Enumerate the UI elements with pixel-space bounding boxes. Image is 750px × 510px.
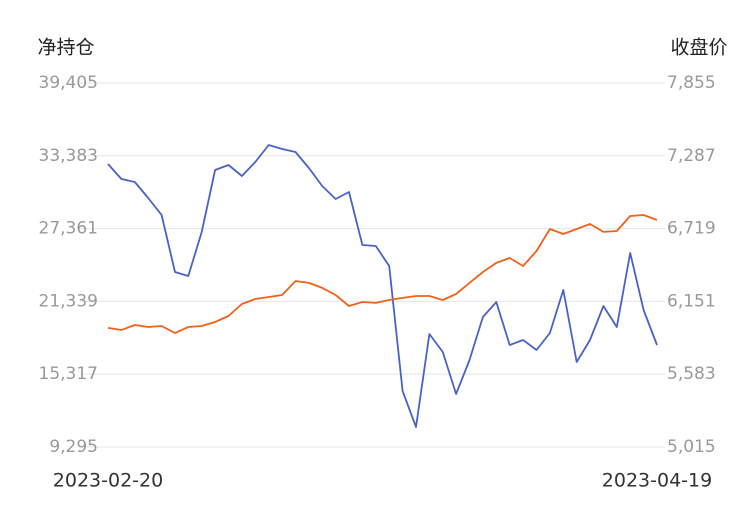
y-tick-label: 39,405 xyxy=(39,73,98,93)
y2-tick-label: 7,287 xyxy=(667,146,716,166)
y-axis-title: 净持仓 xyxy=(37,37,94,59)
y2-axis-title: 收盘价 xyxy=(670,37,727,59)
y-tick-label: 9,295 xyxy=(49,437,98,457)
y2-tick-label: 6,719 xyxy=(667,219,716,239)
y-tick-label: 33,383 xyxy=(39,146,98,166)
y-tick-label: 21,339 xyxy=(39,291,98,311)
y-tick-label: 27,361 xyxy=(39,219,98,239)
x-tick-label: 2023-04-19 xyxy=(602,470,712,492)
series-line xyxy=(107,214,658,334)
series-line xyxy=(107,144,658,428)
y-tick-label: 15,317 xyxy=(39,364,98,384)
y2-tick-label: 7,855 xyxy=(667,73,716,93)
y2-tick-label: 5,015 xyxy=(667,437,716,457)
y2-tick-label: 5,583 xyxy=(667,364,716,384)
y2-tick-label: 6,151 xyxy=(667,291,716,311)
x-tick-label: 2023-02-20 xyxy=(53,470,163,492)
